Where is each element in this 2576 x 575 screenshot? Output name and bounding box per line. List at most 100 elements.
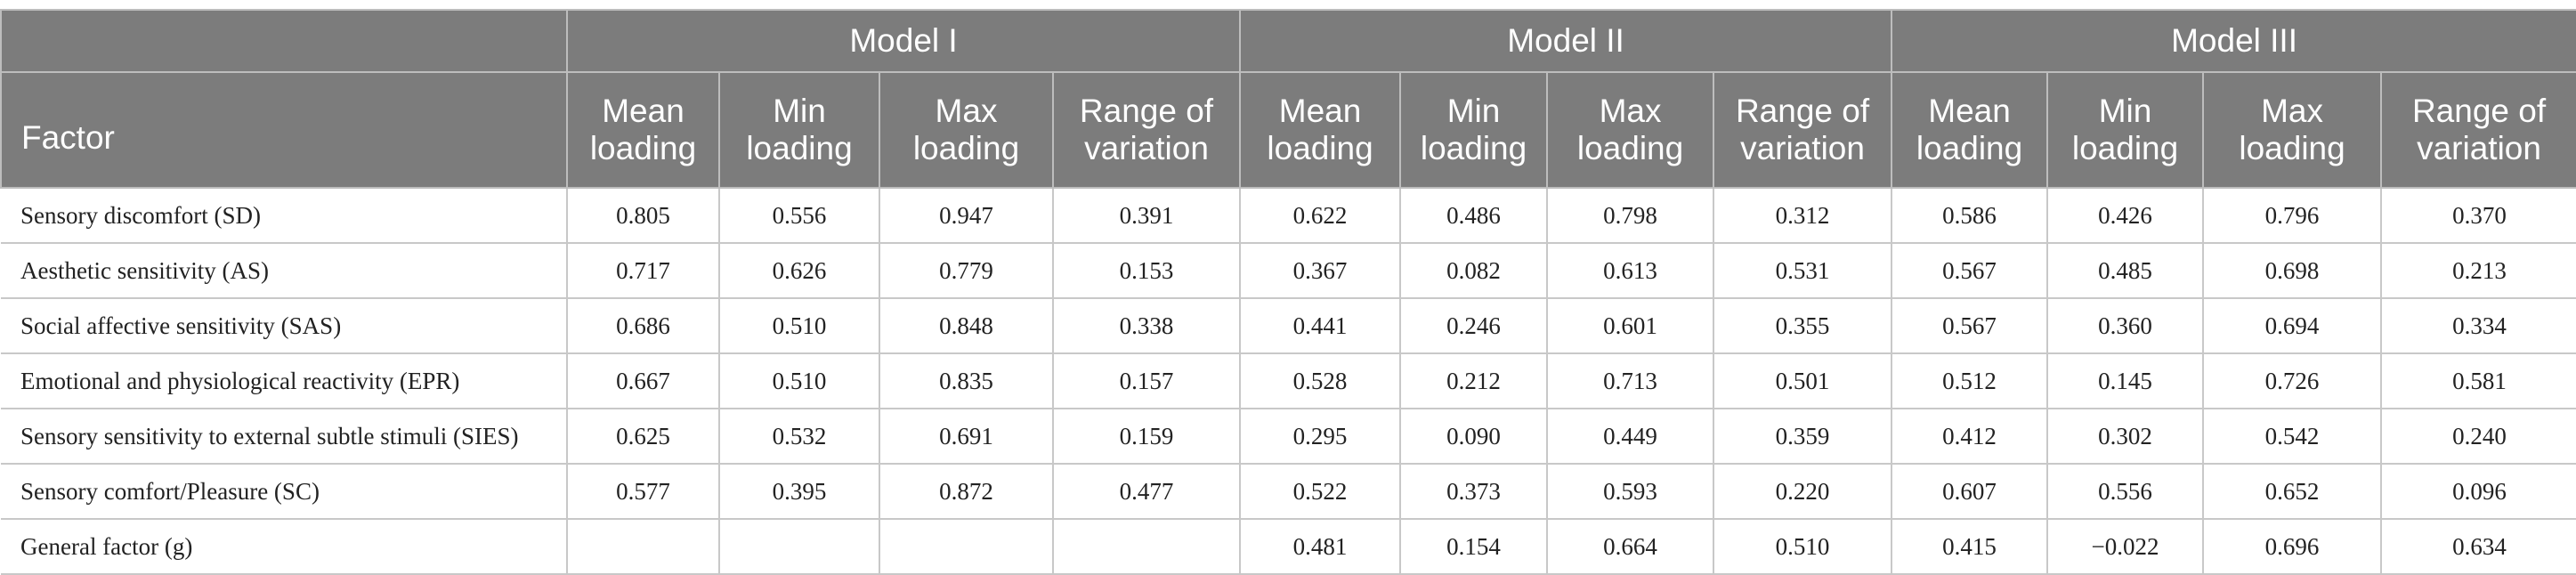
column-header-line: Range of xyxy=(1735,93,1870,129)
value-cell: 0.485 xyxy=(2046,243,2204,299)
column-header-line: loading xyxy=(1916,130,2023,166)
column-header-line: Range of xyxy=(1079,93,1214,129)
value-cell: 0.567 xyxy=(1891,298,2048,354)
value-cell: 0.302 xyxy=(2046,409,2204,465)
value-cell: 0.522 xyxy=(1239,464,1401,520)
column-header-min-loading-model-3: Min loading xyxy=(2046,71,2205,189)
value-cell: 0.157 xyxy=(1051,353,1241,409)
value-cell: 0.691 xyxy=(879,409,1053,465)
column-header-line: loading xyxy=(1267,130,1373,166)
value-cell: 0.220 xyxy=(1713,464,1892,520)
value-cell: 0.542 xyxy=(2202,409,2382,465)
header-spacer xyxy=(0,9,568,73)
value-cell: 0.510 xyxy=(718,298,879,354)
value-cell: 0.622 xyxy=(1239,188,1401,244)
value-cell: 0.145 xyxy=(2046,353,2204,409)
table-body: Sensory discomfort (SD) 0.805 0.556 0.947 0.… xyxy=(1,188,2576,575)
value-cell: 0.486 xyxy=(1399,188,1548,244)
value-cell: 0.367 xyxy=(1239,243,1401,299)
column-header-line: loading xyxy=(1420,130,1527,166)
value-cell: 0.607 xyxy=(1891,464,2048,520)
value-cell: 0.581 xyxy=(2380,353,2576,409)
column-header-line: Range of xyxy=(2411,93,2547,129)
value-cell: 0.567 xyxy=(1891,243,2048,299)
column-header-line: loading xyxy=(2239,130,2345,166)
value-cell: 0.586 xyxy=(1891,188,2048,244)
value-cell: 0.717 xyxy=(566,243,719,299)
column-header-line: Mean xyxy=(1928,93,2011,129)
value-cell: 0.153 xyxy=(1051,243,1241,299)
value-cell: 0.213 xyxy=(2380,243,2576,299)
value-cell: 0.798 xyxy=(1546,188,1714,244)
value-cell: 0.726 xyxy=(2202,353,2382,409)
group-header-model-2: Model II xyxy=(1239,9,1893,73)
value-cell: 0.779 xyxy=(879,243,1053,299)
column-header-line: Max xyxy=(2261,93,2323,129)
value-cell: 0.360 xyxy=(2046,298,2204,354)
value-cell: 0.312 xyxy=(1713,188,1892,244)
column-header-max-loading-model-3: Max loading xyxy=(2202,71,2383,189)
group-header-model-3: Model III xyxy=(1891,9,2576,73)
column-header-line: variation xyxy=(1740,130,1865,166)
value-cell: 0.391 xyxy=(1051,188,1241,244)
column-header-range-of-variation-model-3: Range of variation xyxy=(2380,71,2576,189)
value-cell: 0.613 xyxy=(1546,243,1714,299)
group-header-model-1: Model I xyxy=(565,9,1242,73)
value-cell: 0.082 xyxy=(1399,243,1548,299)
column-header-row: Factor Mean loading Min loading Max loading Ra… xyxy=(0,71,2576,189)
value-cell: 0.373 xyxy=(1399,464,1548,520)
value-cell: 0.295 xyxy=(1239,409,1401,465)
column-header-mean-loading-model-2: Mean loading xyxy=(1239,71,1402,189)
column-header-line: Min xyxy=(2098,93,2152,129)
model-group-row: Model I Model II Model III xyxy=(0,9,2576,73)
column-header-range-of-variation-model-2: Range of variation xyxy=(1713,71,1893,189)
value-cell: 0.694 xyxy=(2202,298,2382,354)
column-header-line: Mean xyxy=(1278,93,1362,129)
table-header: Model I Model II Model III Factor Mean lo… xyxy=(0,9,2576,189)
value-cell: 0.528 xyxy=(1239,353,1401,409)
value-cell: 0.667 xyxy=(566,353,719,409)
factor-cell: Social affective sensitivity (SAS) xyxy=(1,298,567,354)
column-header-mean-loading-model-1: Mean loading xyxy=(566,71,720,189)
table-row: Sensory sensitivity to external subtle s… xyxy=(1,409,2576,465)
value-cell: 0.090 xyxy=(1399,409,1548,465)
value-cell: 0.686 xyxy=(566,298,719,354)
value-cell: 0.835 xyxy=(879,353,1053,409)
value-cell: 0.805 xyxy=(566,188,719,244)
column-header-line: Min xyxy=(773,93,826,129)
column-header-line: loading xyxy=(1576,130,1684,166)
table-row: Sensory comfort/Pleasure (SC) 0.577 0.395 0… xyxy=(1,464,2576,520)
value-cell: 0.334 xyxy=(2380,298,2576,354)
value-cell: 0.556 xyxy=(718,188,879,244)
value-cell: 0.848 xyxy=(879,298,1053,354)
table-row: Emotional and physiological reactivity (… xyxy=(1,353,2576,409)
column-header-line: Max xyxy=(1599,93,1662,129)
value-cell: 0.370 xyxy=(2380,188,2576,244)
column-header-line: loading xyxy=(912,130,1020,166)
value-cell: 0.449 xyxy=(1546,409,1714,465)
column-header-line: variation xyxy=(1084,130,1209,166)
value-cell: 0.625 xyxy=(566,409,719,465)
value-cell: 0.212 xyxy=(1399,353,1548,409)
column-header-line: variation xyxy=(2417,130,2541,166)
factor-cell: Sensory discomfort (SD) xyxy=(1,188,567,244)
value-cell: 0.510 xyxy=(718,353,879,409)
value-cell: 0.338 xyxy=(1051,298,1241,354)
value-cell: 0.947 xyxy=(879,188,1053,244)
value-cell: 0.501 xyxy=(1713,353,1892,409)
table-row: Sensory discomfort (SD) 0.805 0.556 0.947 0.… xyxy=(1,188,2576,244)
value-cell: 0.477 xyxy=(1051,464,1241,520)
column-header-range-of-variation-model-1: Range of variation xyxy=(1051,71,1242,189)
column-header-max-loading-model-1: Max loading xyxy=(879,71,1054,189)
value-cell: 0.512 xyxy=(1891,353,2048,409)
column-header-min-loading-model-2: Min loading xyxy=(1399,71,1549,189)
value-cell: 0.713 xyxy=(1546,353,1714,409)
factor-cell: Emotional and physiological reactivity (… xyxy=(1,353,567,409)
value-cell: 0.872 xyxy=(879,464,1053,520)
value-cell: 0.355 xyxy=(1713,298,1892,354)
value-cell: 0.698 xyxy=(2202,243,2382,299)
value-cell: 0.532 xyxy=(718,409,879,465)
factor-cell: Sensory comfort/Pleasure (SC) xyxy=(1,464,567,520)
value-cell: 0.441 xyxy=(1239,298,1401,354)
value-cell: 0.246 xyxy=(1399,298,1548,354)
